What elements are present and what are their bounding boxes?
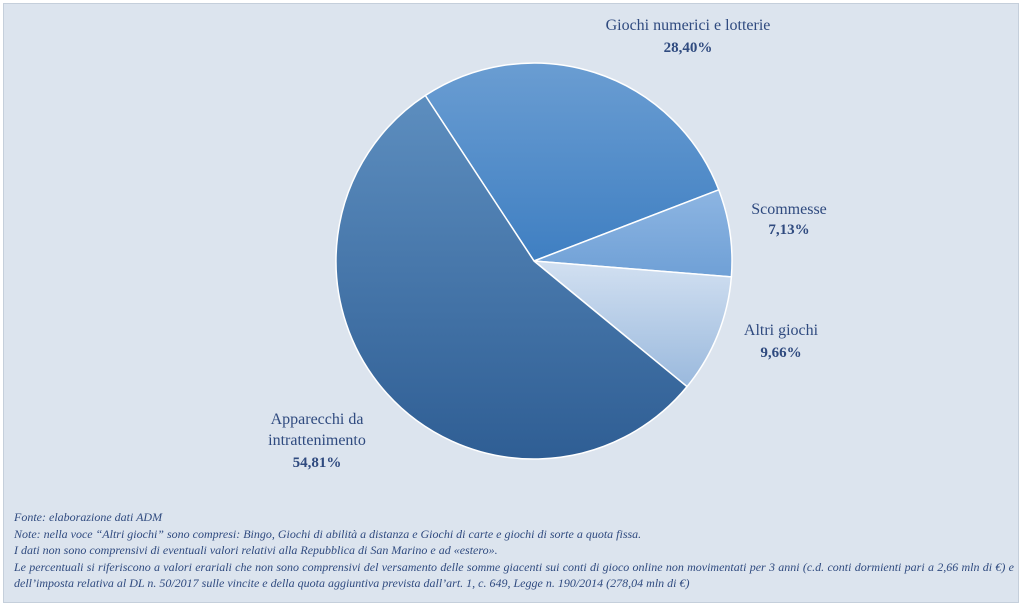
label-giochi-pct: 28,40% (664, 40, 713, 56)
label-scommesse-name: Scommesse (751, 201, 827, 218)
label-giochi-name: Giochi numerici e lotterie (606, 17, 771, 34)
label-scommesse-pct: 7,13% (768, 222, 809, 238)
label-altri-name: Altri giochi (744, 322, 819, 339)
chart-frame: Giochi numerici e lotterie 28,40% Scomme… (3, 3, 1019, 603)
note-percentuali: Le percentuali si riferiscono a valori e… (14, 559, 1014, 591)
label-altri-pct: 9,66% (760, 345, 801, 361)
label-apparecchi-name-1: Apparecchi da (271, 411, 364, 428)
note-altri-giochi: Note: nella voce “Altri giochi” sono com… (14, 526, 642, 541)
chart-notes: Fonte: elaborazione dati ADM Note: nella… (14, 509, 1014, 592)
label-apparecchi-name-2: intrattenimento (268, 432, 366, 449)
pie-slice-altri-giochi (531, 260, 733, 388)
pie-slice-apparecchi-da-intrattenimento (335, 94, 689, 460)
note-san-marino: I dati non sono comprensivi di eventuali… (14, 543, 498, 557)
pie-chart: Giochi numerici e lotterie 28,40% Scomme… (268, 17, 827, 471)
pie-slice-giochi-numerici-e-lotterie (424, 62, 720, 262)
label-apparecchi-pct: 54,81% (293, 455, 342, 471)
note-fonte: Fonte: elaborazione dati ADM (14, 510, 163, 524)
